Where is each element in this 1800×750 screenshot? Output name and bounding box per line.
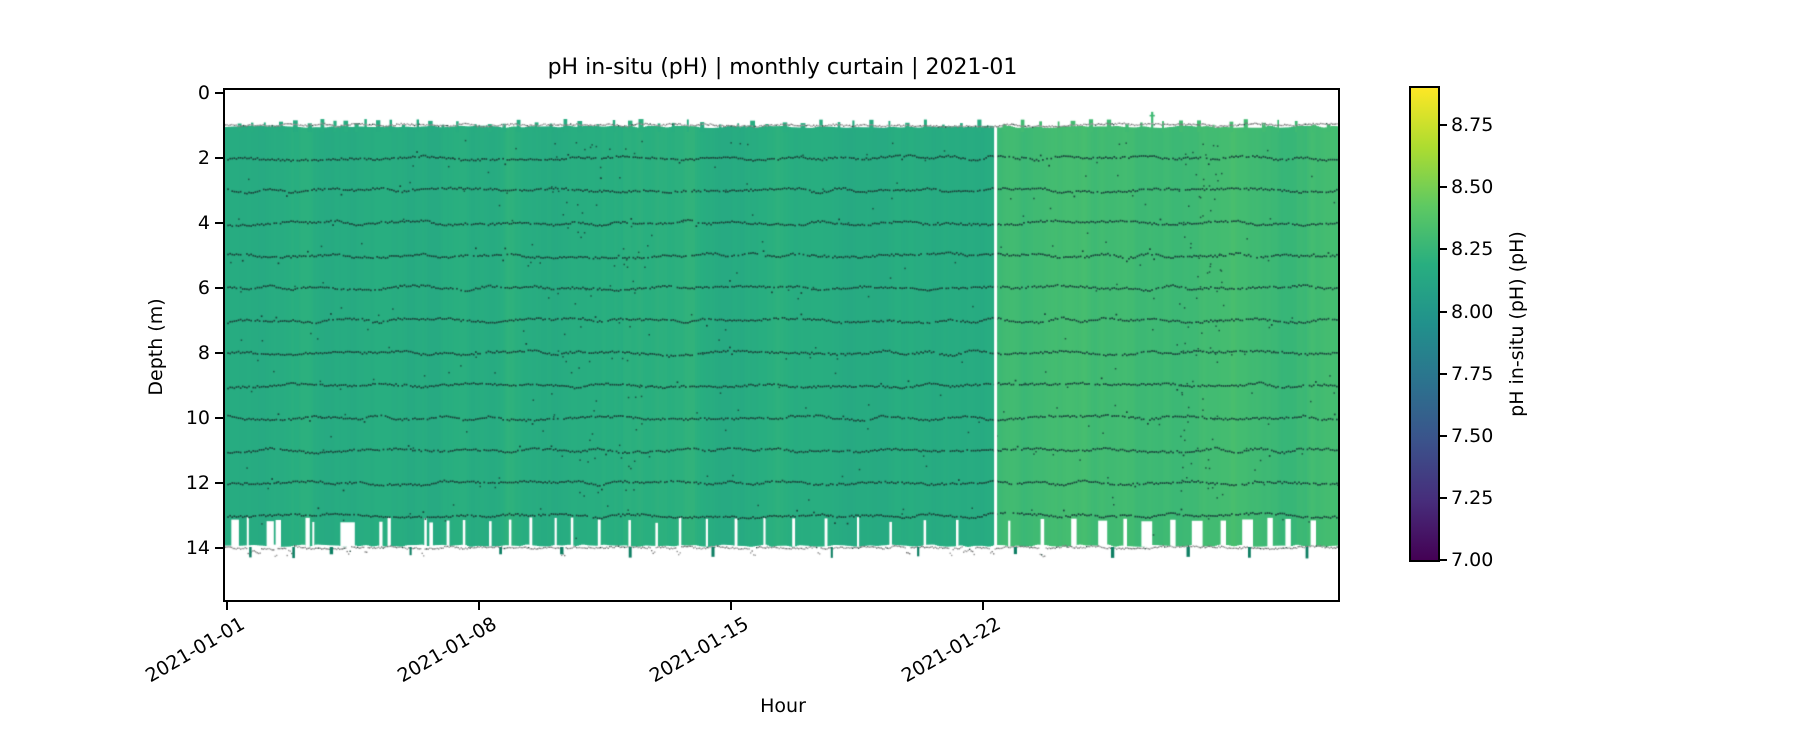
colorbar-tick-mark	[1440, 248, 1447, 250]
chart-title: pH in-situ (pH) | monthly curtain | 2021…	[547, 55, 1018, 80]
y-tick-label: 8	[197, 342, 210, 364]
colorbar-tick-mark	[1440, 311, 1447, 313]
colorbar-tick-mark	[1440, 373, 1447, 375]
colorbar-tick-label: 8.00	[1451, 301, 1494, 323]
x-tick-mark	[982, 602, 984, 610]
y-tick-mark	[215, 287, 224, 289]
y-tick-mark	[215, 352, 224, 354]
plot-area	[223, 88, 1340, 602]
y-tick-mark	[215, 547, 224, 549]
y-tick-label: 0	[197, 82, 210, 104]
x-tick-label: 2021-01-01	[141, 612, 249, 688]
x-tick-mark	[478, 602, 480, 610]
y-tick-label: 10	[185, 407, 210, 429]
colorbar-tick-label: 8.75	[1451, 114, 1494, 136]
colorbar-tick-mark	[1440, 435, 1447, 437]
y-tick-label: 6	[197, 277, 210, 299]
colorbar-tick-label: 7.50	[1451, 425, 1494, 447]
colorbar-tick-label: 7.00	[1451, 549, 1494, 571]
colorbar-tick-label: 8.25	[1451, 238, 1494, 260]
colorbar-tick-label: 7.25	[1451, 487, 1494, 509]
y-tick-label: 2	[197, 147, 210, 169]
colorbar-tick-mark	[1440, 559, 1447, 561]
y-tick-mark	[215, 157, 224, 159]
y-axis-label: Depth (m)	[145, 298, 167, 396]
x-tick-label: 2021-01-08	[393, 612, 501, 688]
y-tick-mark	[215, 222, 224, 224]
y-tick-mark	[215, 417, 224, 419]
colorbar-tick-label: 7.75	[1451, 363, 1494, 385]
y-tick-label: 4	[197, 212, 210, 234]
x-tick-mark	[730, 602, 732, 610]
y-tick-mark	[215, 482, 224, 484]
colorbar-label: pH in-situ (pH) (pH)	[1506, 231, 1528, 417]
heatmap-canvas	[225, 90, 1338, 600]
x-axis-label: Hour	[760, 695, 806, 717]
colorbar-tick-label: 8.50	[1451, 176, 1494, 198]
colorbar	[1409, 86, 1440, 562]
colorbar-tick-mark	[1440, 497, 1447, 499]
y-tick-mark	[215, 92, 224, 94]
y-tick-label: 12	[185, 472, 210, 494]
colorbar-tick-mark	[1440, 186, 1447, 188]
y-tick-label: 14	[185, 537, 210, 559]
colorbar-tick-mark	[1440, 124, 1447, 126]
colorbar-gradient	[1411, 88, 1438, 560]
x-tick-mark	[226, 602, 228, 610]
